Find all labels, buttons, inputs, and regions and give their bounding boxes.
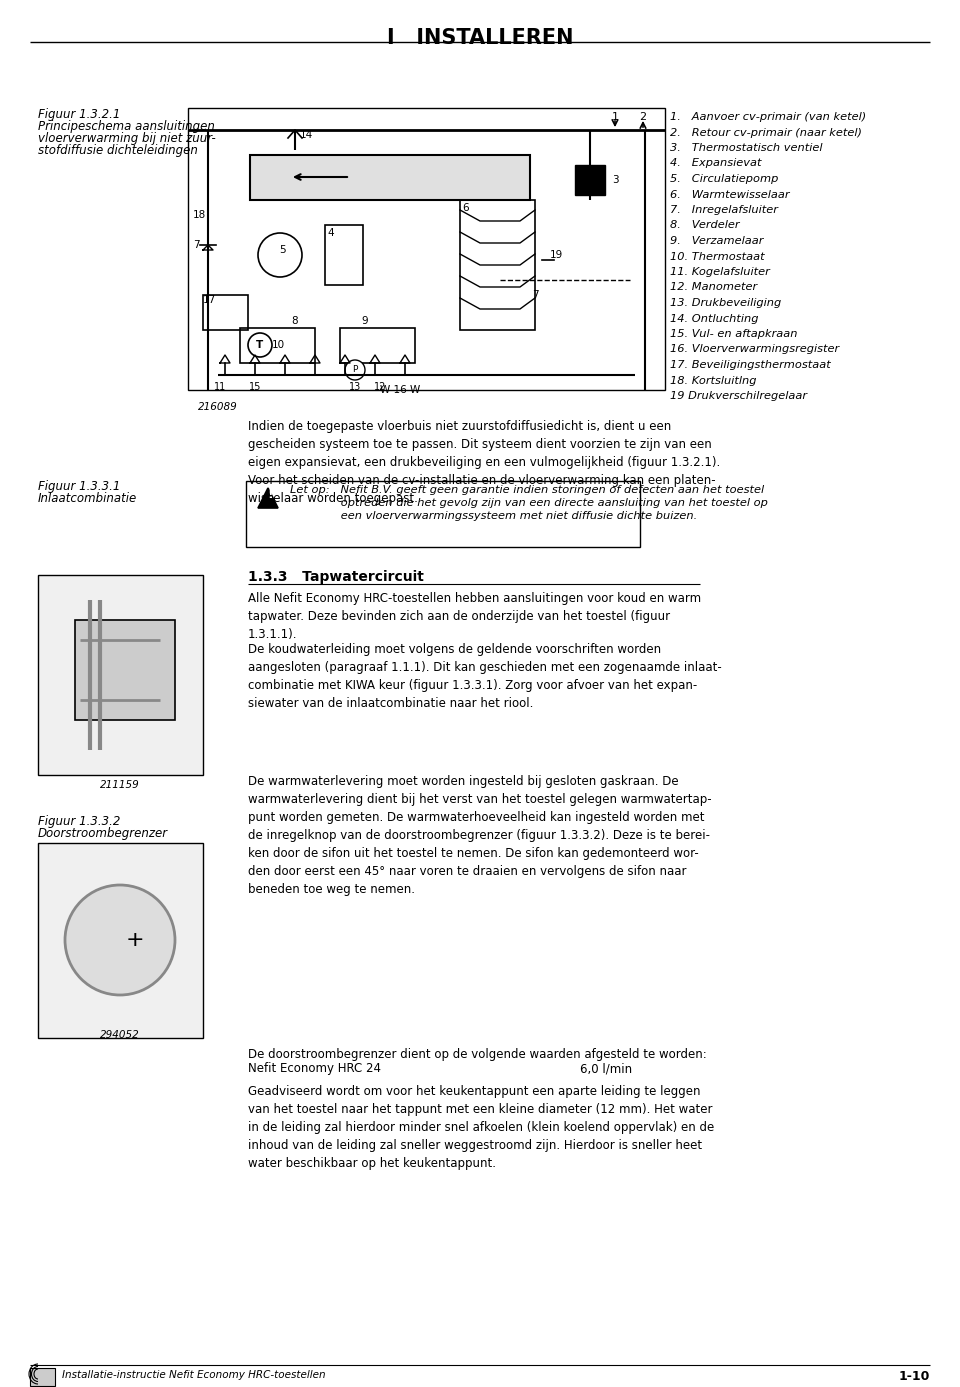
Text: Nefit Economy HRC 24: Nefit Economy HRC 24 — [248, 1062, 381, 1075]
Bar — [240, 327, 315, 363]
Text: Let op:   Nefit B.V. geeft geen garantie indien storingen of defecten aan het to: Let op: Nefit B.V. geeft geen garantie i… — [290, 485, 764, 495]
Bar — [75, 620, 175, 720]
Circle shape — [65, 885, 175, 994]
Bar — [30, 1368, 55, 1386]
Text: Installatie-instructie Nefit Economy HRC-toestellen: Installatie-instructie Nefit Economy HRC… — [62, 1370, 325, 1380]
Text: 8.   Verdeler: 8. Verdeler — [670, 221, 739, 230]
Text: 5.   Circulatiepomp: 5. Circulatiepomp — [670, 173, 779, 184]
Text: 3: 3 — [612, 175, 618, 184]
Text: 8: 8 — [292, 316, 299, 326]
Bar — [575, 165, 605, 196]
Text: Figuur 1.3.3.2: Figuur 1.3.3.2 — [38, 816, 120, 828]
Text: 1-10: 1-10 — [899, 1370, 930, 1383]
Text: 4: 4 — [327, 227, 334, 239]
Text: 19 Drukverschilregelaar: 19 Drukverschilregelaar — [670, 391, 807, 401]
Text: vloerverwarming bij niet zuur-: vloerverwarming bij niet zuur- — [38, 132, 216, 146]
Text: 10: 10 — [272, 340, 285, 350]
Text: 7: 7 — [532, 290, 539, 300]
Text: W 16 W: W 16 W — [380, 386, 420, 395]
Text: 1: 1 — [612, 112, 618, 122]
Text: Geadviseerd wordt om voor het keukentappunt een aparte leiding te leggen
van het: Geadviseerd wordt om voor het keukentapp… — [248, 1085, 714, 1171]
Circle shape — [345, 361, 365, 380]
FancyBboxPatch shape — [246, 481, 640, 546]
Text: 17: 17 — [203, 295, 216, 305]
Bar — [460, 200, 535, 330]
Text: 6: 6 — [462, 203, 468, 214]
Text: P: P — [352, 366, 358, 374]
Text: 15. Vul- en aftapkraan: 15. Vul- en aftapkraan — [670, 329, 798, 338]
Text: 13: 13 — [348, 381, 361, 393]
Circle shape — [248, 333, 272, 356]
Text: Indien de toegepaste vloerbuis niet zuurstofdiffusiedicht is, dient u een
gesche: Indien de toegepaste vloerbuis niet zuur… — [248, 420, 720, 505]
Text: Figuur 1.3.2.1: Figuur 1.3.2.1 — [38, 108, 120, 121]
Text: 9.   Verzamelaar: 9. Verzamelaar — [670, 236, 763, 245]
Text: 13. Drukbeveiliging: 13. Drukbeveiliging — [670, 298, 781, 308]
Text: 2.   Retour cv-primair (naar ketel): 2. Retour cv-primair (naar ketel) — [670, 128, 862, 137]
Bar — [188, 108, 665, 390]
Text: optreden die het gevolg zijn van een directe aansluiting van het toestel op: optreden die het gevolg zijn van een dir… — [290, 498, 768, 508]
Text: 11: 11 — [214, 381, 227, 393]
Text: 216089: 216089 — [198, 402, 238, 412]
Text: 2: 2 — [639, 112, 647, 122]
Text: De koudwaterleiding moet volgens de geldende voorschriften worden
aangesloten (p: De koudwaterleiding moet volgens de geld… — [248, 644, 722, 710]
Bar — [38, 843, 203, 1037]
Circle shape — [258, 233, 302, 277]
Text: 9: 9 — [362, 316, 369, 326]
Text: 211159: 211159 — [100, 779, 140, 791]
Text: Doorstroombegrenzer: Doorstroombegrenzer — [38, 827, 168, 841]
Text: 1.   Aanvoer cv-primair (van ketel): 1. Aanvoer cv-primair (van ketel) — [670, 112, 866, 122]
Text: De doorstroombegrenzer dient op de volgende waarden afgesteld te worden:: De doorstroombegrenzer dient op de volge… — [248, 1049, 707, 1061]
Text: 12: 12 — [373, 381, 386, 393]
Text: 16. Vloerverwarmingsregister: 16. Vloerverwarmingsregister — [670, 344, 839, 355]
Text: 7.   Inregelafsluiter: 7. Inregelafsluiter — [670, 205, 778, 215]
Text: een vloerverwarmingssysteem met niet diffusie dichte buizen.: een vloerverwarmingssysteem met niet dif… — [290, 510, 697, 522]
Text: stofdiffusie dichteleidingen: stofdiffusie dichteleidingen — [38, 144, 198, 157]
Text: 18: 18 — [193, 209, 206, 221]
Text: 11. Kogelafsluiter: 11. Kogelafsluiter — [670, 268, 770, 277]
Text: 15: 15 — [249, 381, 261, 393]
Text: Principeschema aansluitingen: Principeschema aansluitingen — [38, 121, 215, 133]
Bar — [203, 295, 248, 330]
Text: 6.   Warmtewisselaar: 6. Warmtewisselaar — [670, 190, 789, 200]
Text: 7: 7 — [193, 240, 200, 250]
Text: 294052: 294052 — [100, 1031, 140, 1040]
Text: I   INSTALLEREN: I INSTALLEREN — [387, 28, 573, 49]
Text: Figuur 1.3.3.1: Figuur 1.3.3.1 — [38, 480, 120, 492]
Text: !: ! — [267, 487, 273, 501]
Text: 6,0 l/min: 6,0 l/min — [580, 1062, 632, 1075]
Polygon shape — [258, 488, 278, 508]
Text: 1.3.3   Tapwatercircuit: 1.3.3 Tapwatercircuit — [248, 570, 424, 584]
Bar — [340, 327, 415, 363]
Text: 14: 14 — [300, 130, 313, 140]
Bar — [250, 155, 530, 200]
Bar — [38, 576, 203, 775]
Text: 17. Beveiligingsthermostaat: 17. Beveiligingsthermostaat — [670, 361, 830, 370]
Text: +: + — [126, 931, 144, 950]
Text: 4.   Expansievat: 4. Expansievat — [670, 158, 761, 168]
Text: 5: 5 — [279, 245, 286, 255]
Text: 14. Ontluchting: 14. Ontluchting — [670, 313, 758, 323]
Text: 3.   Thermostatisch ventiel: 3. Thermostatisch ventiel — [670, 143, 823, 153]
Text: 10. Thermostaat: 10. Thermostaat — [670, 251, 764, 262]
Text: 18. Kortsluitlng: 18. Kortsluitlng — [670, 376, 756, 386]
Text: Alle Nefit Economy HRC-toestellen hebben aansluitingen voor koud en warm
tapwate: Alle Nefit Economy HRC-toestellen hebben… — [248, 592, 701, 641]
Text: 12. Manometer: 12. Manometer — [670, 283, 757, 293]
Text: T: T — [256, 340, 264, 350]
Text: 19: 19 — [550, 250, 564, 259]
Text: Inlaatcombinatie: Inlaatcombinatie — [38, 492, 137, 505]
Bar — [325, 225, 363, 284]
Text: De warmwaterlevering moet worden ingesteld bij gesloten gaskraan. De
warmwaterle: De warmwaterlevering moet worden ingeste… — [248, 775, 711, 896]
